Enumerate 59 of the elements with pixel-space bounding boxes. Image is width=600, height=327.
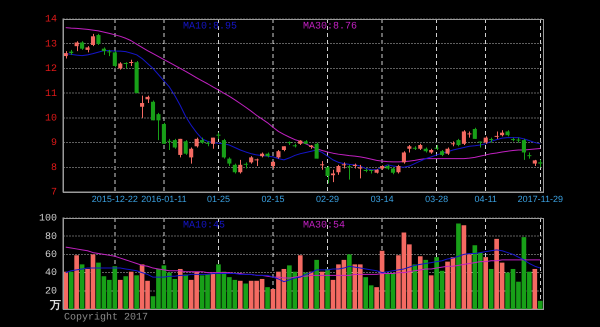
text: MA10:45 [183,220,226,232]
bar [483,257,488,309]
bar [347,254,352,309]
y-tick-label: 20 [44,286,57,298]
bar [314,260,319,309]
bar [210,272,216,309]
bar [68,272,74,309]
bar [183,274,188,309]
y-tick-label: 80 [44,232,57,243]
y-tick-label: 10 [44,114,57,124]
candlestick [298,140,302,146]
x-tick-label: 2016-01-11 [141,194,187,204]
y-tick-label: 9 [50,138,57,150]
x-tick-label: 02-15 [261,194,285,204]
y-tick-label: 11 [44,88,57,100]
bar [80,264,84,309]
y-axis-title: 万 [49,299,61,312]
bar [320,272,324,309]
x-tick-label: 2015-12-22 [92,194,138,204]
x-tick-label: 2017-11-29 [518,194,563,204]
y-tick-label: 60 [44,250,57,262]
text: MA30:8.76 [303,22,358,33]
bar [538,300,543,309]
bar [325,268,330,309]
bar [298,255,303,309]
y-tick-label: 14 [44,14,57,26]
bar [118,280,123,309]
x-tick-label: 04-11 [474,194,497,204]
y-tick-label: 13 [44,39,57,50]
bar [74,255,79,309]
y-tick-label: 100 [38,214,57,225]
bar [412,264,418,309]
bar [488,268,494,309]
bar [265,287,270,309]
x-tick-label: 01-25 [206,194,230,204]
bar [243,284,248,309]
text: MA30:54 [303,220,346,232]
bar [238,280,243,309]
x-tick-label: 03-14 [370,194,394,204]
bar [532,268,538,309]
bar [128,272,134,309]
bar [303,272,308,309]
candlestick [418,143,422,150]
text: MA10:8.95 [183,22,238,33]
x-tick-label: 02-29 [316,194,340,204]
bar [308,272,314,309]
text: Copyright 2017 [64,312,148,324]
y-tick-label: 7 [50,188,57,199]
bar [123,276,128,309]
bar [428,275,434,309]
bar [423,260,428,309]
bar [178,268,183,309]
y-tick-label: 40 [44,268,57,280]
bar [418,256,423,309]
y-tick-label: 8 [50,162,57,174]
bar [134,275,139,309]
y-tick-label: 12 [44,64,57,76]
x-tick-label: 03-28 [425,194,448,204]
bar [456,223,461,309]
